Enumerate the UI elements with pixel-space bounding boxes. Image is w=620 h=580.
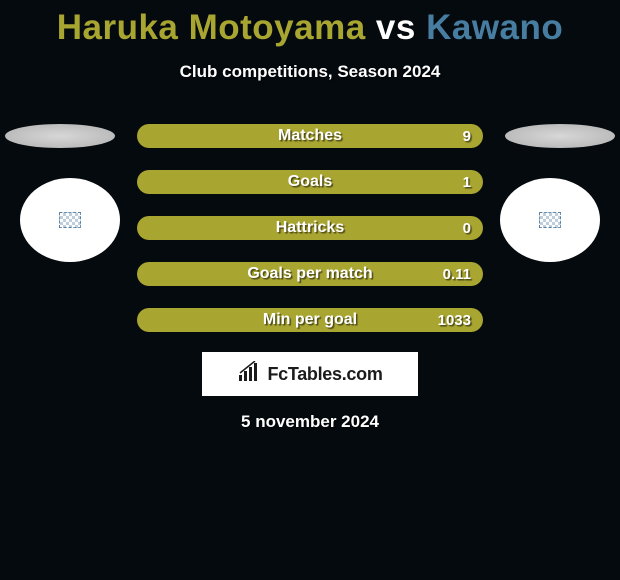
page-title: Haruka Motoyama vs Kawano	[0, 0, 620, 48]
avatar-right-placeholder-icon	[539, 212, 561, 228]
footer-date: 5 november 2024	[0, 412, 620, 432]
subtitle: Club competitions, Season 2024	[0, 62, 620, 82]
title-vs: vs	[366, 8, 426, 47]
comparison-arena: Matches 9 Goals 1 Hattricks 0 Goals per …	[0, 124, 620, 332]
stat-bar: Goals per match 0.11	[137, 262, 483, 286]
stat-bar-value: 1033	[438, 312, 471, 329]
stat-bar-label: Min per goal	[137, 311, 483, 329]
stat-bar-value: 0.11	[443, 266, 471, 283]
stat-bar: Matches 9	[137, 124, 483, 148]
brand-barchart-icon	[237, 361, 263, 388]
brand-text: FcTables.com	[267, 364, 382, 385]
stat-bar-value: 1	[463, 174, 471, 191]
stat-bar-label: Goals per match	[137, 265, 483, 283]
title-player2: Kawano	[426, 8, 563, 47]
avatar-right	[500, 178, 600, 262]
platform-right	[505, 124, 615, 148]
stat-bar-value: 0	[463, 220, 471, 237]
avatar-left	[20, 178, 120, 262]
stat-bar: Min per goal 1033	[137, 308, 483, 332]
stat-bar-value: 9	[463, 128, 471, 145]
platform-left	[5, 124, 115, 148]
brand-box: FcTables.com	[202, 352, 418, 396]
stat-bar-label: Hattricks	[137, 219, 483, 237]
stat-bar: Goals 1	[137, 170, 483, 194]
stat-bar-label: Goals	[137, 173, 483, 191]
title-player1: Haruka Motoyama	[57, 8, 366, 47]
stat-bars: Matches 9 Goals 1 Hattricks 0 Goals per …	[137, 124, 483, 332]
stat-bar: Hattricks 0	[137, 216, 483, 240]
avatar-left-placeholder-icon	[59, 212, 81, 228]
stat-bar-label: Matches	[137, 127, 483, 145]
